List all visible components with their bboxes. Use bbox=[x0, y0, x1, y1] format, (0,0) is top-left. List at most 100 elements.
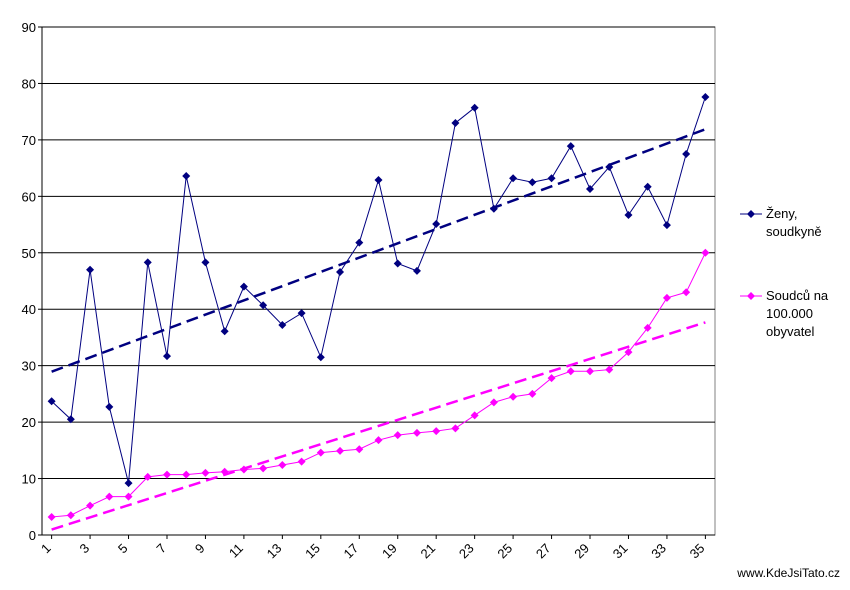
data-point bbox=[470, 103, 479, 112]
data-point bbox=[489, 398, 498, 407]
x-tick-label: 9 bbox=[192, 541, 208, 557]
data-point bbox=[201, 468, 210, 477]
data-point bbox=[124, 479, 133, 488]
y-tick-label: 50 bbox=[22, 246, 36, 261]
x-tick-label: 33 bbox=[648, 541, 669, 562]
x-tick-label: 29 bbox=[571, 541, 592, 562]
y-tick-label: 20 bbox=[22, 415, 36, 430]
data-point bbox=[105, 402, 114, 411]
data-point bbox=[297, 309, 306, 318]
data-point bbox=[201, 258, 210, 267]
data-point bbox=[355, 445, 364, 454]
data-point bbox=[509, 392, 518, 401]
data-point bbox=[566, 142, 575, 151]
data-point bbox=[259, 301, 268, 310]
data-point bbox=[182, 470, 191, 479]
legend-swatch-icon bbox=[740, 292, 762, 300]
y-tick-label: 30 bbox=[22, 359, 36, 374]
data-point bbox=[528, 178, 537, 187]
data-point bbox=[682, 288, 691, 297]
data-point bbox=[278, 321, 287, 330]
data-point bbox=[566, 367, 575, 376]
x-tick-label: 11 bbox=[226, 541, 246, 561]
data-point bbox=[143, 258, 152, 267]
data-point bbox=[509, 174, 518, 183]
data-point bbox=[528, 389, 537, 398]
y-tick-label: 10 bbox=[22, 472, 36, 487]
data-point bbox=[605, 162, 614, 171]
legend-swatch-icon bbox=[740, 210, 762, 218]
data-point bbox=[682, 150, 691, 158]
data-point bbox=[220, 327, 229, 336]
plot-area bbox=[41, 26, 716, 536]
legend-label: Soudců na 100.000 obyvatel bbox=[766, 288, 829, 339]
y-tick-label: 80 bbox=[22, 76, 36, 91]
data-point bbox=[432, 427, 441, 436]
data-point bbox=[162, 470, 171, 479]
trendline bbox=[51, 321, 706, 531]
data-point bbox=[393, 259, 402, 268]
data-point bbox=[662, 293, 671, 302]
data-point bbox=[624, 348, 633, 357]
x-tick-label: 31 bbox=[610, 541, 631, 562]
data-point bbox=[451, 424, 460, 433]
y-tick-label: 40 bbox=[22, 302, 36, 317]
x-tick-label: 19 bbox=[379, 541, 400, 562]
legend-label: Ženy, soudkyně bbox=[766, 206, 822, 239]
data-point bbox=[336, 446, 345, 455]
y-tick-label: 70 bbox=[22, 133, 36, 148]
data-point bbox=[374, 436, 383, 445]
x-tick-label: 7 bbox=[153, 541, 169, 557]
legend-item: Ženy, soudkyně bbox=[740, 205, 845, 241]
data-point bbox=[86, 501, 95, 510]
data-point bbox=[297, 457, 306, 466]
data-point bbox=[143, 472, 152, 481]
data-point bbox=[239, 465, 248, 474]
data-point bbox=[336, 267, 345, 276]
y-tick-label: 90 bbox=[22, 20, 36, 35]
data-point bbox=[220, 467, 229, 476]
data-point bbox=[124, 492, 133, 501]
data-point bbox=[470, 411, 479, 420]
source: www.KdeJsiTato.cz bbox=[737, 566, 840, 580]
legend-swatch bbox=[740, 287, 766, 305]
data-point bbox=[316, 448, 325, 457]
data-point bbox=[586, 184, 595, 193]
data-point bbox=[355, 238, 364, 247]
data-point bbox=[86, 265, 95, 274]
data-point bbox=[412, 428, 421, 437]
data-point bbox=[47, 512, 56, 521]
x-tick-label: 17 bbox=[341, 541, 362, 562]
data-point bbox=[412, 266, 421, 275]
data-point bbox=[586, 367, 595, 376]
y-tick-label: 60 bbox=[22, 189, 36, 204]
data-point bbox=[547, 174, 556, 183]
data-point bbox=[66, 511, 75, 520]
data-point bbox=[278, 461, 287, 470]
data-point bbox=[643, 182, 652, 191]
data-point bbox=[662, 221, 671, 230]
data-point bbox=[47, 397, 56, 406]
x-tick-label: 27 bbox=[533, 541, 554, 562]
data-point bbox=[605, 365, 614, 374]
data-point bbox=[547, 374, 556, 383]
x-tick-label: 1 bbox=[38, 541, 54, 557]
legend-item: Soudců na 100.000 obyvatel bbox=[740, 287, 845, 341]
y-tick-label: 0 bbox=[29, 528, 36, 543]
data-point bbox=[182, 172, 191, 181]
x-tick-label: 5 bbox=[115, 541, 131, 557]
data-point bbox=[432, 219, 441, 228]
data-point bbox=[489, 204, 498, 213]
legend-swatch bbox=[740, 205, 766, 223]
x-tick-label: 3 bbox=[76, 541, 92, 557]
data-point bbox=[66, 415, 75, 424]
data-point bbox=[162, 352, 171, 361]
data-point bbox=[316, 353, 325, 362]
data-point bbox=[701, 92, 710, 101]
x-tick-label: 13 bbox=[264, 541, 285, 562]
x-tick-label: 15 bbox=[302, 541, 323, 562]
data-point bbox=[451, 118, 460, 127]
data-point bbox=[701, 248, 710, 257]
